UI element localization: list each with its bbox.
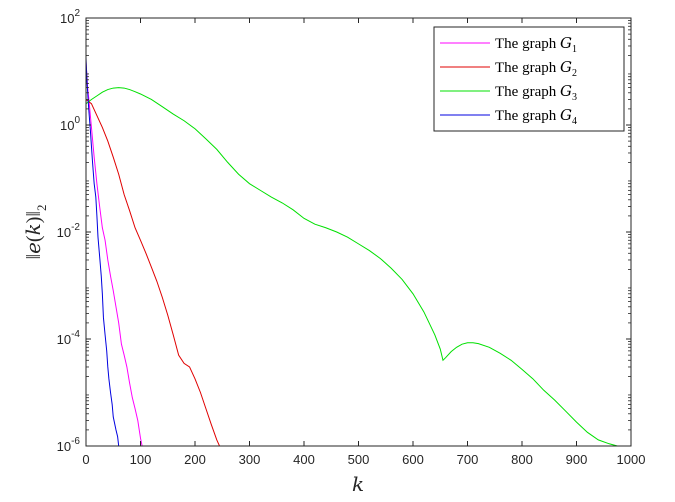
y-tick-label: 10-6 bbox=[57, 436, 81, 454]
series-layer bbox=[86, 57, 618, 446]
series-line-2 bbox=[86, 99, 220, 446]
series-line-1 bbox=[86, 62, 143, 446]
y-axis-label-right-bars: ‖ bbox=[23, 211, 45, 217]
svg-text:‖e(k)‖2: ‖e(k)‖2 bbox=[21, 204, 49, 259]
x-tick-label: 300 bbox=[239, 452, 261, 467]
x-tick-label: 400 bbox=[293, 452, 315, 467]
y-tick-label: 10-4 bbox=[57, 329, 81, 347]
x-tick-label: 800 bbox=[511, 452, 533, 467]
series-line-3 bbox=[86, 87, 618, 446]
y-axis-label-paren-close: ) bbox=[23, 217, 45, 224]
ticks-layer: 0 100 200 300 400 500 600 700 800 900 1000 10-6 10-4… bbox=[57, 8, 646, 467]
x-tick-label: 500 bbox=[348, 452, 370, 467]
y-tick-label: 102 bbox=[60, 8, 80, 26]
x-tick-label: 600 bbox=[402, 452, 424, 467]
y-axis-label-paren-open: ( bbox=[23, 235, 45, 242]
legend-label-4: The graph G4 bbox=[495, 106, 577, 127]
y-axis-label: ‖e(k)‖2 bbox=[21, 204, 49, 259]
x-tick-label: 100 bbox=[130, 452, 152, 467]
legend-label-2: The graph G2 bbox=[495, 58, 577, 79]
x-tick-label: 700 bbox=[457, 452, 479, 467]
legend-box bbox=[433, 26, 625, 132]
legend-label-1: The graph G1 bbox=[495, 34, 577, 55]
y-axis-label-left-bars: ‖ bbox=[23, 254, 45, 260]
x-tick-label: 1000 bbox=[617, 452, 646, 467]
x-tick-label: 0 bbox=[82, 452, 89, 467]
y-axis-label-function: e bbox=[21, 242, 45, 254]
y-axis-label-subscript: 2 bbox=[34, 204, 49, 211]
x-tick-label: 900 bbox=[566, 452, 588, 467]
legend: The graph G1 The graph G2 The graph G3 The … bbox=[433, 26, 625, 132]
legend-label-3: The graph G3 bbox=[495, 82, 577, 103]
x-tick-label: 200 bbox=[184, 452, 206, 467]
y-tick-label: 100 bbox=[60, 115, 80, 133]
y-axis-label-variable: k bbox=[21, 223, 45, 235]
x-axis-label: k bbox=[352, 472, 364, 496]
series-line-4 bbox=[86, 57, 120, 446]
y-tick-label: 10-2 bbox=[57, 222, 81, 240]
